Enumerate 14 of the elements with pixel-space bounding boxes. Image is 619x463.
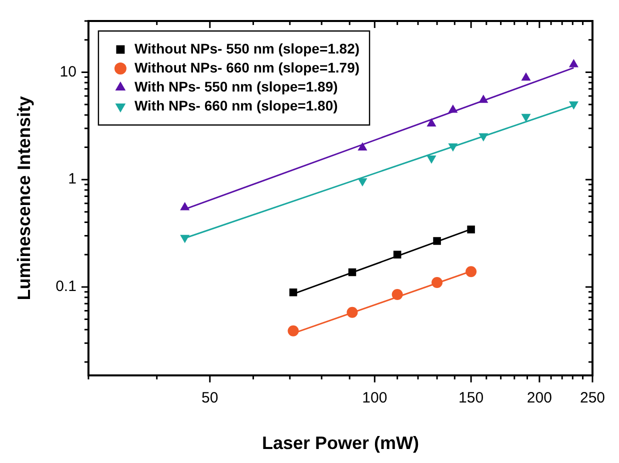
- y-tick-label: 1: [68, 170, 76, 188]
- x-tick-label: 50: [202, 390, 218, 407]
- x-tick-label: 200: [526, 390, 552, 407]
- legend-label: Without NPs- 660 nm (slope=1.79): [134, 59, 360, 76]
- legend-label: With NPs- 660 nm (slope=1.80): [134, 97, 338, 114]
- y-tick-label: 10: [60, 63, 76, 80]
- x-tick-label: 250: [580, 390, 605, 407]
- legend-label: With NPs- 550 nm (slope=1.89): [134, 78, 338, 94]
- x-axis-title: Laser Power (mW): [262, 433, 419, 454]
- y-axis-title: Luminescence Intensity: [14, 96, 34, 300]
- legend-label: Without NPs- 550 nm (slope=1.82): [134, 40, 360, 56]
- x-tick-label: 150: [458, 390, 484, 407]
- y-tick-label: 0.1: [56, 278, 76, 296]
- x-tick-label: 100: [362, 390, 388, 407]
